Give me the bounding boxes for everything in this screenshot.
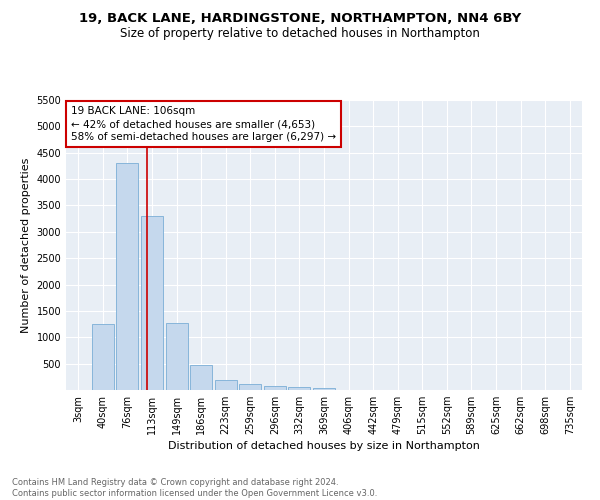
Bar [264,386,286,390]
Bar [116,163,139,390]
Text: 19 BACK LANE: 106sqm
← 42% of detached houses are smaller (4,653)
58% of semi-de: 19 BACK LANE: 106sqm ← 42% of detached h… [71,106,336,142]
Bar [289,388,310,390]
Bar [190,364,212,390]
Bar [141,216,163,390]
Bar [215,380,237,390]
Bar [239,384,262,390]
Y-axis label: Number of detached properties: Number of detached properties [21,158,31,332]
Text: Contains HM Land Registry data © Crown copyright and database right 2024.
Contai: Contains HM Land Registry data © Crown c… [12,478,377,498]
Bar [92,324,114,390]
X-axis label: Distribution of detached houses by size in Northampton: Distribution of detached houses by size … [168,442,480,452]
Text: 19, BACK LANE, HARDINGSTONE, NORTHAMPTON, NN4 6BY: 19, BACK LANE, HARDINGSTONE, NORTHAMPTON… [79,12,521,26]
Bar [166,323,188,390]
Text: Size of property relative to detached houses in Northampton: Size of property relative to detached ho… [120,28,480,40]
Bar [313,388,335,390]
